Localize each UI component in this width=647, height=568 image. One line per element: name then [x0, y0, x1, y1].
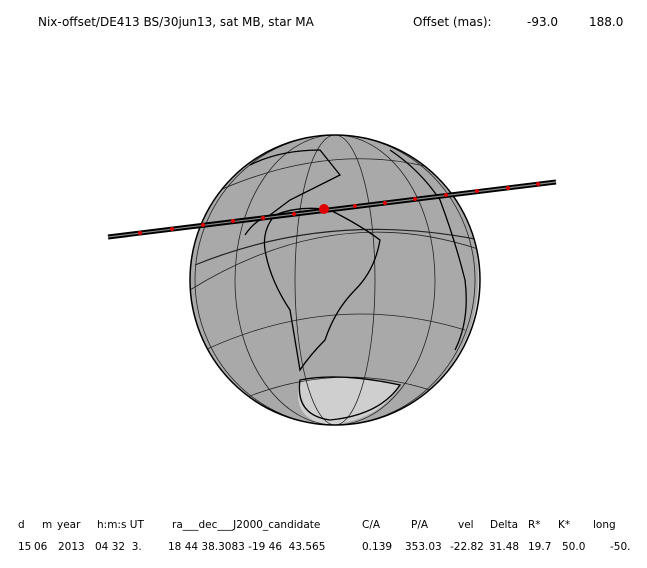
cell-value: -22.82 [450, 541, 484, 553]
offset-label: Offset (mas): [413, 15, 492, 29]
cell-value: 31.48 [489, 541, 519, 553]
column-header: P/A [411, 519, 429, 531]
column-header: K* [558, 519, 570, 531]
column-header: long [593, 519, 616, 531]
column-header: d [18, 519, 25, 531]
cell-value: 50.0 [562, 541, 585, 553]
cell-value: 18 44 38.3083 -19 46 43.565 [168, 541, 325, 553]
cell-value: 2013 [58, 541, 85, 553]
column-header: year [57, 519, 81, 531]
offset-value: -93.0 [527, 15, 558, 29]
shadow-path [107, 179, 557, 240]
title: Nix-offset/DE413 BS/30jun13, sat MB, sta… [38, 15, 315, 29]
cell-value: 353.03 [405, 541, 442, 553]
column-header: m [42, 519, 52, 531]
column-header: vel [458, 519, 474, 531]
offset-value: 188.0 [589, 15, 623, 29]
cell-value: 0.139 [362, 541, 392, 553]
column-header: Delta [490, 519, 518, 531]
globe [189, 134, 481, 426]
column-header: h:m:s UT [97, 519, 144, 531]
cell-value: 04 32 3. [95, 541, 142, 553]
column-header: C/A [362, 519, 381, 531]
cell-value: 15 [18, 541, 31, 553]
column-header: R* [528, 519, 541, 531]
result-table: d m year h:m:s UT ra___dec___J2000_candidate… [18, 519, 631, 553]
cell-value: 19.7 [528, 541, 551, 553]
cell-value: 06 [34, 541, 48, 553]
cell-value: -50. [610, 541, 631, 553]
column-header: ra___dec___J2000_candidate [172, 519, 320, 531]
